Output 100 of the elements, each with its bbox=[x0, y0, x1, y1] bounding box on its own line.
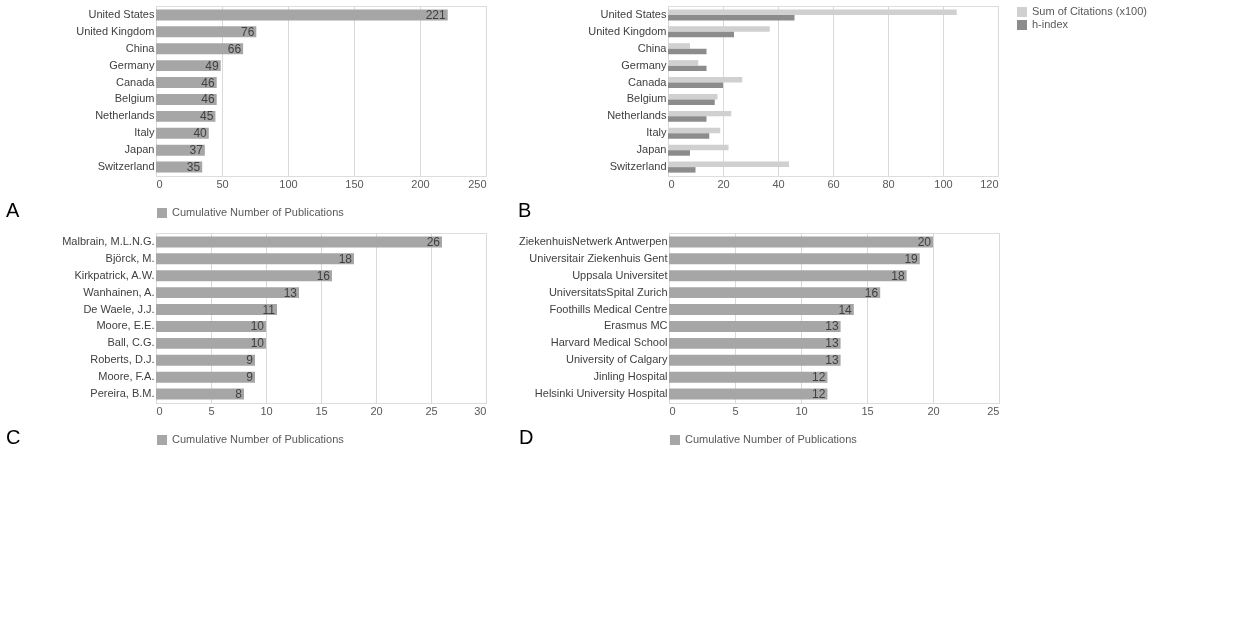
bar bbox=[668, 48, 707, 55]
y-tick-label: ZiekenhuisNetwerk Antwerpen bbox=[518, 234, 668, 247]
x-tick-label: 0 bbox=[668, 177, 675, 190]
bar bbox=[668, 116, 707, 122]
bar bbox=[669, 253, 920, 265]
y-tick-label: Björck, M. bbox=[105, 251, 155, 264]
data-label: 26 bbox=[426, 234, 441, 249]
bar bbox=[669, 270, 907, 282]
bar bbox=[669, 354, 841, 366]
y-tick-label: Netherlands bbox=[95, 109, 155, 122]
legend-label: h-index bbox=[1032, 18, 1069, 30]
data-label: 18 bbox=[338, 251, 353, 266]
data-label: 13 bbox=[825, 336, 839, 351]
y-tick-label: United States bbox=[600, 7, 667, 20]
y-tick-label: Switzerland bbox=[609, 160, 667, 173]
y-tick-label: Ball, C.G. bbox=[107, 336, 155, 349]
y-tick-label: Helsinki University Hospital bbox=[534, 387, 668, 400]
y-tick-label: Belgium bbox=[114, 92, 155, 105]
bar bbox=[156, 371, 255, 383]
x-tick-label: 0 bbox=[156, 177, 163, 190]
x-tick-label: 20 bbox=[717, 177, 730, 190]
y-tick-label: Jinling Hospital bbox=[593, 370, 668, 383]
x-tick-label: 10 bbox=[795, 404, 808, 417]
y-tick-label: China bbox=[637, 41, 668, 54]
y-tick-label: UniversitatsSpital Zurich bbox=[548, 285, 668, 298]
legend-label: Cumulative Number of Publications bbox=[685, 433, 858, 445]
bar bbox=[668, 99, 715, 105]
data-label: 221 bbox=[425, 7, 447, 22]
bar bbox=[668, 31, 734, 38]
data-label: 35 bbox=[186, 160, 201, 175]
x-tick-label: 5 bbox=[208, 404, 215, 417]
x-tick-label: 30 bbox=[474, 404, 487, 417]
y-tick-label: United Kingdom bbox=[76, 24, 155, 37]
bar bbox=[669, 287, 881, 299]
y-tick-label: Harvard Medical School bbox=[550, 336, 668, 349]
data-label: 45 bbox=[200, 109, 214, 124]
x-tick-label: 120 bbox=[980, 177, 999, 190]
text: C bbox=[6, 426, 21, 448]
bar bbox=[156, 354, 255, 366]
text: A bbox=[6, 199, 20, 221]
x-tick-label: 100 bbox=[279, 177, 298, 190]
y-tick-label: Moore, E.E. bbox=[96, 319, 155, 332]
y-tick-label: Kirkpatrick, A.W. bbox=[74, 268, 155, 281]
data-label: 9 bbox=[246, 370, 254, 385]
bar bbox=[156, 304, 277, 316]
data-label: 16 bbox=[864, 285, 879, 300]
y-tick-label: Pereira, B.M. bbox=[90, 387, 155, 400]
bar bbox=[669, 320, 841, 332]
y-tick-label: Canada bbox=[115, 75, 156, 88]
data-label: 46 bbox=[201, 92, 216, 107]
data-label: 49 bbox=[205, 58, 219, 73]
data-label: 10 bbox=[250, 319, 265, 334]
bar bbox=[669, 388, 828, 400]
text: D bbox=[519, 426, 534, 448]
x-tick-label: 20 bbox=[370, 404, 383, 417]
legend-label: Sum of Citations (x100) bbox=[1032, 5, 1147, 17]
text: B bbox=[518, 199, 532, 221]
data-label: 46 bbox=[201, 75, 216, 90]
data-label: 18 bbox=[891, 268, 905, 283]
x-tick-label: 15 bbox=[861, 404, 874, 417]
bar bbox=[669, 371, 828, 383]
bar bbox=[668, 82, 723, 89]
y-tick-label: Italy bbox=[134, 126, 155, 139]
bar bbox=[668, 133, 710, 139]
bar bbox=[156, 9, 448, 21]
x-tick-label: 80 bbox=[882, 177, 895, 190]
y-tick-label: Malbrain, M.L.N.G. bbox=[62, 234, 155, 247]
y-tick-label: Wanhainen, A. bbox=[83, 285, 155, 298]
y-tick-label: Japan bbox=[636, 143, 667, 156]
bar bbox=[669, 236, 933, 248]
bar bbox=[156, 26, 257, 38]
data-label: 40 bbox=[193, 126, 208, 141]
x-tick-label: 250 bbox=[468, 177, 487, 190]
bar bbox=[156, 253, 354, 265]
x-tick-label: 20 bbox=[927, 404, 940, 417]
bar bbox=[156, 43, 244, 55]
data-label: 13 bbox=[825, 319, 839, 334]
data-label: 12 bbox=[812, 370, 826, 385]
bar bbox=[669, 304, 854, 316]
y-tick-label: United Kingdom bbox=[588, 24, 667, 37]
x-tick-label: 50 bbox=[216, 177, 229, 190]
data-label: 19 bbox=[904, 251, 919, 266]
bar bbox=[156, 236, 442, 248]
data-label: 12 bbox=[812, 387, 826, 402]
data-label: 37 bbox=[189, 143, 204, 158]
bar bbox=[668, 14, 795, 21]
data-label: 13 bbox=[825, 353, 839, 368]
x-tick-label: 25 bbox=[425, 404, 438, 417]
x-tick-label: 0 bbox=[669, 404, 676, 417]
bar bbox=[156, 337, 266, 349]
y-tick-label: De Waele, J.J. bbox=[83, 302, 155, 315]
y-tick-label: Belgium bbox=[626, 92, 667, 105]
y-tick-label: Universitair Ziekenhuis Gent bbox=[529, 251, 668, 264]
bar bbox=[668, 43, 690, 49]
y-tick-label: Italy bbox=[646, 126, 667, 139]
x-tick-label: 150 bbox=[345, 177, 364, 190]
data-label: 8 bbox=[235, 387, 243, 402]
bar bbox=[668, 150, 690, 156]
x-tick-label: 25 bbox=[987, 404, 1000, 417]
x-tick-label: 200 bbox=[411, 177, 430, 190]
